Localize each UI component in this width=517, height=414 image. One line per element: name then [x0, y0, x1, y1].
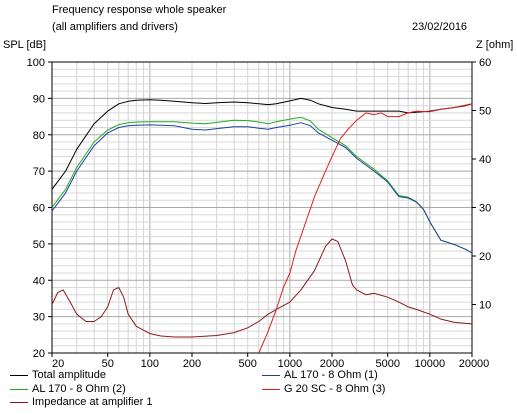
chart-date: 23/02/2016 [412, 21, 468, 33]
legend-label: G 20 SC - 8 Ohm (3) [284, 383, 386, 395]
series-line-4 [258, 103, 473, 354]
y-tick-label: 20 [33, 348, 45, 360]
x-tick-label: 100 [141, 358, 159, 370]
legend-item: Total amplitude [10, 369, 106, 381]
y2-tick-label: 20 [479, 251, 491, 263]
y2-tick-label: 50 [479, 106, 491, 118]
legend-label: Total amplitude [32, 369, 106, 381]
y-tick-label: 50 [33, 239, 45, 251]
y2-tick-label: 30 [479, 203, 491, 215]
legend-swatch [10, 401, 28, 403]
x-tick-label: 20000 [459, 358, 490, 370]
y2-tick-label: 40 [479, 154, 491, 166]
x-tick-label: 5000 [375, 358, 399, 370]
y-tick-label: 100 [27, 57, 45, 69]
chart-subtitle: (all amplifiers and drivers) [52, 21, 178, 33]
x-tick-label: 50 [102, 358, 114, 370]
legend-item: G 20 SC - 8 Ohm (3) [262, 383, 385, 395]
y-tick-label: 80 [33, 130, 45, 142]
grid [52, 62, 472, 353]
legend-label: AL 170 - 8 Ohm (2) [32, 383, 126, 395]
y-tick-label: 40 [33, 275, 45, 287]
x-tick-label: 10000 [415, 358, 446, 370]
y-tick-label: 60 [33, 203, 45, 215]
legend-swatch [10, 374, 28, 376]
series-line-1 [51, 97, 473, 190]
series-line-2 [51, 122, 473, 254]
legend-swatch [262, 374, 280, 376]
axis-ticks: 20 30 40 50 60 70 80 90 100 10 20 30 40 50 60 20 50 100 20… [27, 57, 492, 370]
left-axis-label: SPL [dB] [3, 39, 47, 51]
legend-label: AL 170 - 8 Ohm (1) [284, 369, 378, 381]
x-tick-label: 200 [183, 358, 201, 370]
right-axis-label: Z [ohm] [476, 39, 514, 51]
y-tick-label: 30 [33, 312, 45, 324]
x-tick-label: 2000 [320, 358, 344, 370]
x-tick-label: 500 [239, 358, 257, 370]
legend-swatch [10, 388, 28, 390]
legend-item: Impedance at amplifier 1 [10, 396, 152, 408]
x-tick-label: 1000 [278, 358, 302, 370]
series-lines [51, 97, 473, 354]
y-tick-label: 70 [33, 166, 45, 178]
series-line-5 [51, 238, 473, 338]
x-tick-label: 20 [52, 358, 64, 370]
legend-item: AL 170 - 8 Ohm (2) [10, 383, 126, 395]
y2-tick-label: 60 [479, 57, 491, 69]
legend-label: Impedance at amplifier 1 [32, 396, 153, 408]
series-line-3 [51, 116, 473, 254]
legend-swatch [262, 388, 280, 390]
chart-title: Frequency response whole speaker [52, 4, 227, 16]
legend-item: AL 170 - 8 Ohm (1) [262, 369, 378, 381]
y-tick-label: 90 [33, 93, 45, 105]
y2-tick-label: 10 [479, 300, 491, 312]
